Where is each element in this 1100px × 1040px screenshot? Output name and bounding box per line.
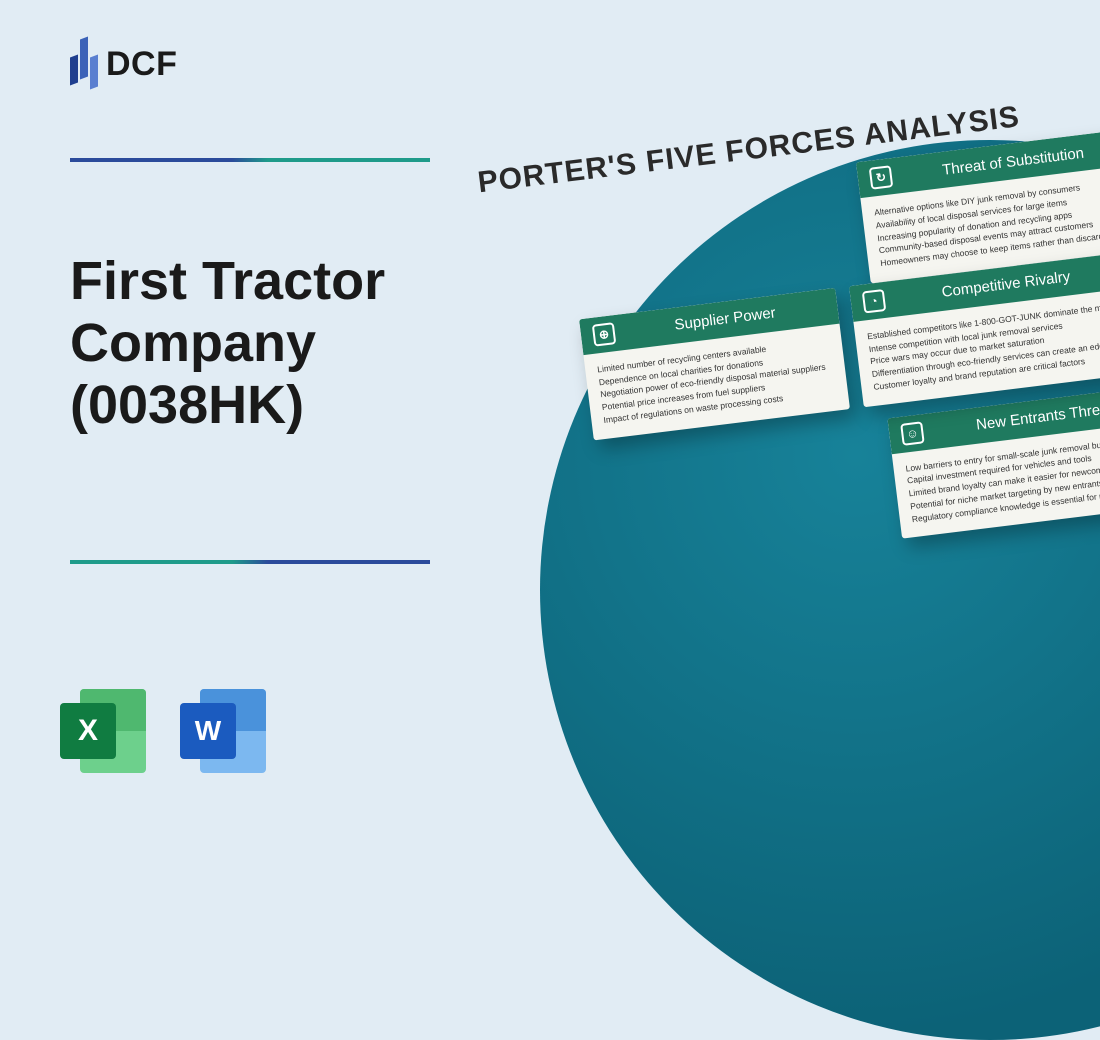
- dcf-logo: DCF: [70, 40, 177, 88]
- entrants-icon: ☺: [900, 421, 925, 446]
- card-supplier: ⊕ Supplier Power Limited number of recyc…: [579, 288, 850, 440]
- excel-icon: X: [60, 685, 152, 777]
- card-entrants: ☺ New Entrants Threat Low barriers to en…: [887, 384, 1100, 539]
- logo-text: DCF: [106, 45, 177, 84]
- excel-letter: X: [60, 703, 116, 759]
- rivalry-icon: ◔: [862, 289, 887, 314]
- logo-bars-icon: [70, 40, 98, 88]
- title-line-2: Company: [70, 312, 385, 374]
- title-line-1: First Tractor: [70, 250, 385, 312]
- divider-top: [70, 158, 430, 162]
- word-letter: W: [180, 703, 236, 759]
- substitution-icon: ↻: [869, 165, 894, 190]
- supplier-icon: ⊕: [592, 322, 617, 347]
- word-icon: W: [180, 685, 272, 777]
- page-title: First Tractor Company (0038HK): [70, 250, 385, 436]
- app-icons: X W: [60, 685, 272, 777]
- forces-cards: ↻ Threat of Substitution Alternative opt…: [564, 130, 1100, 575]
- divider-bottom: [70, 560, 430, 564]
- title-line-3: (0038HK): [70, 374, 385, 436]
